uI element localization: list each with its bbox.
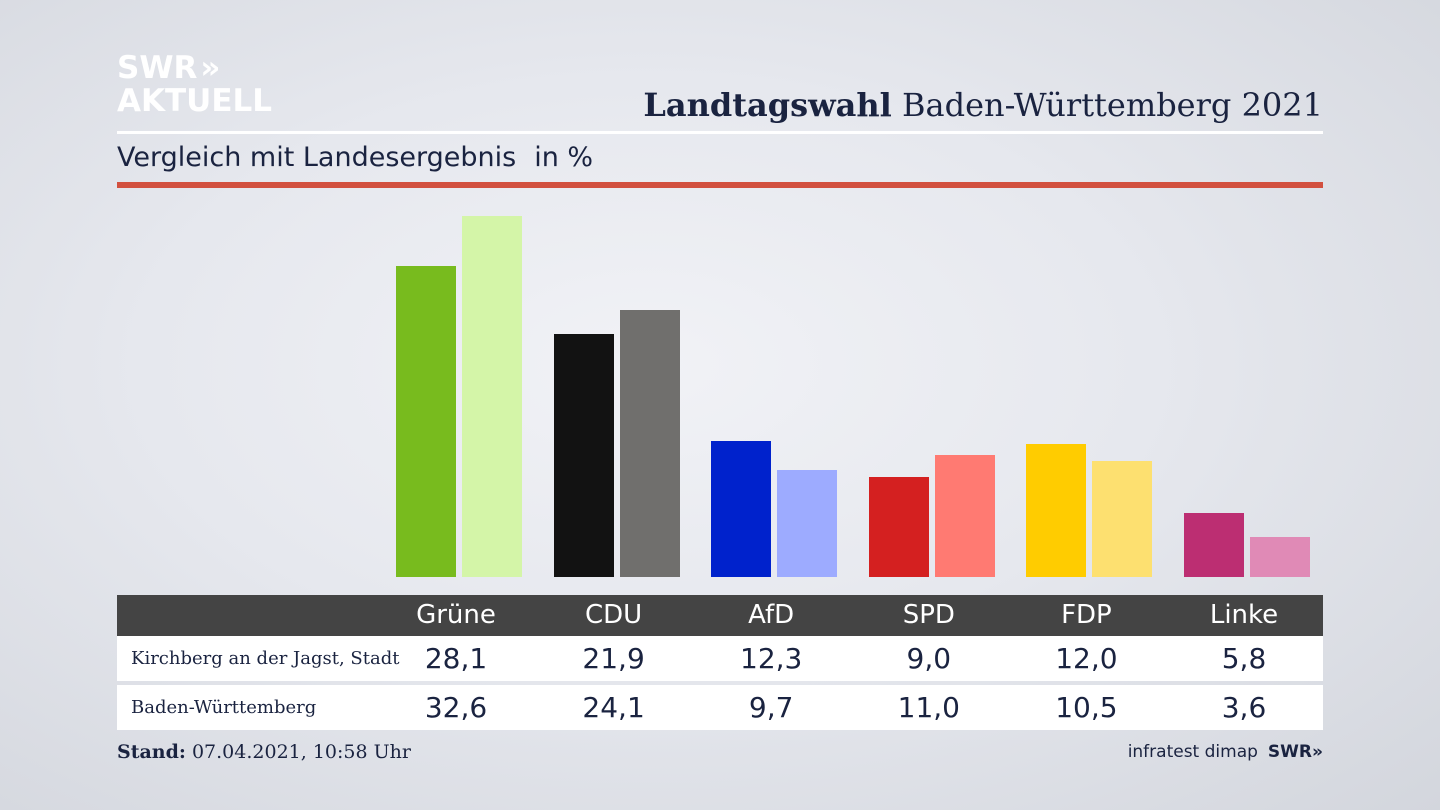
value-afd-state: 9,7 <box>748 691 794 724</box>
value-cdu-state: 24,1 <box>582 691 645 724</box>
row-label-state: Baden-Württemberg <box>131 697 317 718</box>
value-grüne-state: 32,6 <box>424 691 488 724</box>
bar-grüne-local <box>396 265 456 577</box>
value-spd-local: 9,0 <box>906 642 952 675</box>
value-fdp-local: 12,0 <box>1055 642 1118 675</box>
chart-subtitle: Vergleich mit Landesergebnis in % <box>117 142 593 173</box>
bar-afd-state <box>777 469 838 577</box>
value-grüne-local: 28,1 <box>424 642 488 675</box>
value-afd-local: 12,3 <box>740 642 803 675</box>
table-row-local: Kirchberg an der Jagst, Stadt 28,1 21,9 12… <box>117 636 1323 681</box>
unit-label: in % <box>534 142 594 173</box>
value-cdu-local: 21,9 <box>582 642 645 675</box>
title-divider <box>117 131 1323 134</box>
timestamp: Stand: 07.04.2021, 10:58 Uhr <box>117 741 411 763</box>
column-header-cdu: CDU <box>584 600 643 630</box>
value-linke-state: 3,6 <box>1221 691 1267 724</box>
bar-grüne-state <box>462 215 522 577</box>
source-credit: infratest dimap SWR» <box>1128 742 1323 762</box>
bar-fdp-local <box>1026 444 1087 577</box>
bar-spd-local <box>868 477 929 577</box>
bar-linke-state <box>1250 537 1310 577</box>
chart-title-rest: Baden-Württemberg 2021 <box>891 86 1323 124</box>
swr-brand-logo: SWR» <box>1267 742 1323 762</box>
value-fdp-state: 10,5 <box>1055 691 1118 724</box>
column-header-grüne: Grüne <box>416 600 496 630</box>
subtitle-divider <box>117 182 1323 188</box>
bar-linke-local <box>1184 512 1244 577</box>
column-header-afd: AfD <box>748 600 795 630</box>
stand-value: 07.04.2021, 10:58 Uhr <box>185 741 411 763</box>
subtitle-text: Vergleich mit Landesergebnis <box>117 142 517 173</box>
table-row-state: Baden-Württemberg 32,6 24,1 9,7 11,0 10,5 3,6 <box>117 685 1323 730</box>
logo-aktuell-text: AKTUELL <box>117 83 273 119</box>
bar-spd-state <box>934 455 995 577</box>
results-table: Grüne CDU AfD SPD FDP Linke Kirchberg an der … <box>117 595 1323 730</box>
logo-swr-text: SWR <box>117 50 198 86</box>
bar-fdp-state <box>1092 460 1153 577</box>
bar-afd-local <box>711 440 772 577</box>
value-linke-local: 5,8 <box>1221 642 1267 675</box>
table-header-row: Grüne CDU AfD SPD FDP Linke <box>117 595 1323 636</box>
bar-cdu-local <box>553 334 614 577</box>
chart-title: Landtagswahl Baden-Württemberg 2021 <box>643 86 1323 124</box>
bar-cdu-state <box>619 309 680 577</box>
column-header-fdp: FDP <box>1061 600 1112 630</box>
row-label-local: Kirchberg an der Jagst, Stadt <box>131 648 400 669</box>
source-label: infratest dimap <box>1127 742 1258 762</box>
column-header-linke: Linke <box>1209 600 1279 630</box>
chart-title-bold: Landtagswahl <box>643 86 892 124</box>
bar-chart <box>396 215 1310 577</box>
value-spd-state: 11,0 <box>897 691 960 724</box>
stand-label: Stand: <box>117 741 186 763</box>
logo-chevron-icon: » <box>200 50 221 86</box>
swr-aktuell-logo: SWR» AKTUELL <box>117 52 272 118</box>
column-header-spd: SPD <box>902 600 955 630</box>
